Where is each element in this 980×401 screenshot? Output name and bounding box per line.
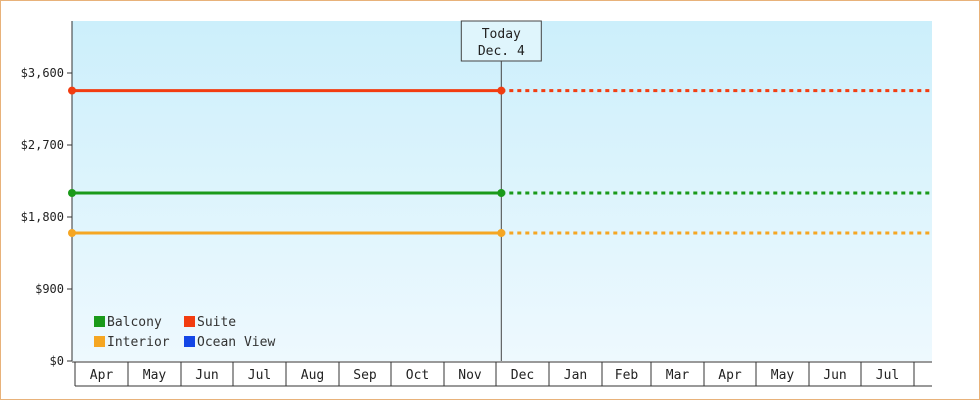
series-point-start-balcony (68, 189, 76, 197)
month-label: Mar (666, 368, 690, 383)
month-label: Feb (615, 368, 639, 383)
month-label: May (771, 368, 795, 383)
month-label: Jan (564, 368, 587, 383)
month-label: Aug (301, 368, 324, 383)
month-label: Jul (876, 368, 899, 383)
series-point-start-suite (68, 86, 76, 95)
today-box (460, 20, 542, 62)
series-point-today-suite (497, 86, 506, 95)
month-label: Nov (458, 368, 482, 383)
month-label: Dec (511, 368, 534, 383)
series-point-today-interior (497, 229, 506, 237)
month-label: Apr (90, 368, 114, 383)
legend-swatch-suite (184, 316, 195, 327)
month-label: Jul (248, 368, 271, 383)
legend-swatch-balcony (94, 316, 105, 327)
y-tick-label: $2,700 (21, 138, 64, 152)
series-point-start-interior (68, 229, 76, 237)
legend-label-ocean-view: Ocean View (197, 335, 275, 350)
legend-label-balcony: Balcony (107, 315, 162, 330)
month-label: Jun (195, 368, 218, 383)
month-label: May (143, 368, 167, 383)
legend-swatch-interior (94, 336, 105, 347)
today-label-date: Dec. 4 (478, 44, 525, 59)
y-tick-label: $900 (35, 282, 64, 296)
legend-label-suite: Suite (197, 315, 236, 330)
series-point-today-balcony (497, 189, 506, 197)
month-label: Sep (353, 368, 377, 383)
legend-swatch-ocean-view (184, 336, 195, 347)
today-label-title: Today (482, 27, 521, 42)
month-label: Apr (718, 368, 742, 383)
y-tick-label: $3,600 (21, 66, 64, 80)
month-label: Jun (823, 368, 846, 383)
legend-label-interior: Interior (107, 335, 170, 350)
y-tick-label: $0 (50, 354, 64, 368)
month-label: Oct (406, 368, 429, 383)
y-tick-label: $1,800 (21, 210, 64, 224)
